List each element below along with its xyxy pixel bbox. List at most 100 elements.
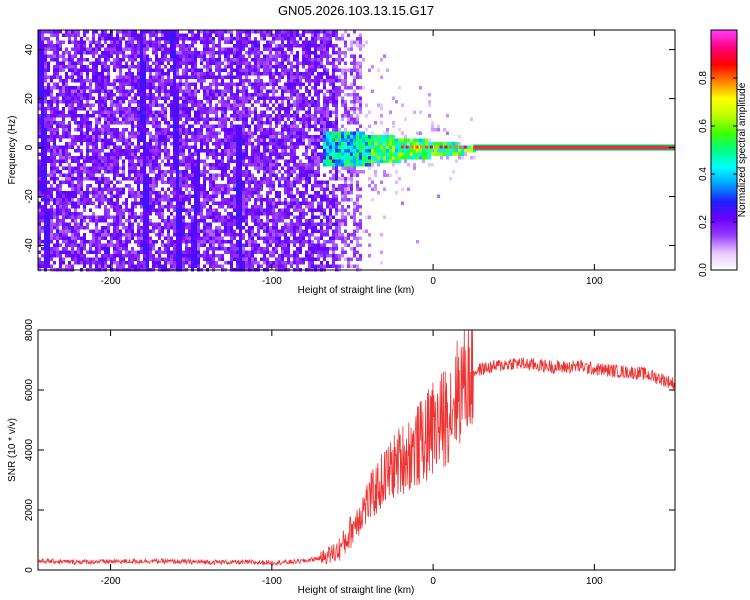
spectrogram-cell bbox=[152, 149, 155, 153]
spectrogram-cell bbox=[191, 37, 194, 41]
spectrogram-cell bbox=[173, 37, 176, 41]
spectrogram-cell bbox=[296, 110, 299, 114]
spectrogram-cell bbox=[260, 198, 263, 202]
spectrogram-cell bbox=[101, 215, 104, 219]
spectrogram-cell bbox=[116, 30, 119, 34]
spectrogram-cell bbox=[44, 187, 47, 191]
spectrogram-cell bbox=[86, 128, 89, 132]
spectrogram-cell bbox=[152, 159, 155, 163]
spectrogram-cell bbox=[92, 236, 95, 240]
spectrogram-cell bbox=[254, 58, 257, 62]
spectrogram-cell bbox=[140, 229, 143, 233]
spectrogram-cell bbox=[305, 145, 308, 149]
spectrogram-cell bbox=[299, 96, 302, 100]
spectrogram-cell bbox=[269, 229, 272, 233]
spectrogram-cell bbox=[122, 201, 125, 205]
spectrogram-cell bbox=[263, 33, 266, 37]
spectrogram-cell bbox=[230, 194, 233, 198]
spectrogram-cell bbox=[173, 177, 176, 181]
spectrogram-cell bbox=[131, 257, 134, 261]
spectrogram-cell bbox=[284, 201, 287, 205]
spectrogram-cell bbox=[104, 37, 107, 41]
spectrogram-cell bbox=[218, 72, 221, 76]
spectrogram-cell bbox=[296, 222, 299, 226]
spectrogram-cell bbox=[101, 166, 104, 170]
spectrogram-cell bbox=[206, 96, 209, 100]
spectrogram-cell bbox=[50, 156, 53, 160]
spectrogram-cell bbox=[248, 142, 251, 146]
spectrogram-cell bbox=[302, 128, 305, 132]
spectrogram-cell bbox=[170, 44, 173, 48]
spectrogram-cell bbox=[221, 96, 224, 100]
spectrogram-cell bbox=[53, 30, 56, 34]
spectrogram-cell bbox=[38, 82, 41, 86]
spectrogram-cell bbox=[263, 131, 266, 135]
spectrogram-cell bbox=[299, 180, 302, 184]
spectrogram-cell bbox=[95, 75, 98, 79]
spectrogram-cell bbox=[182, 121, 185, 125]
spectrogram-cell bbox=[104, 82, 107, 86]
spectrogram-cell bbox=[224, 131, 227, 135]
spectrogram-cell bbox=[176, 149, 179, 153]
spectrogram-cell bbox=[209, 110, 212, 114]
spectrogram-cell bbox=[53, 208, 56, 212]
spectrogram-cell bbox=[305, 250, 308, 254]
spectrogram-cell bbox=[254, 261, 257, 265]
spectrogram-cell bbox=[146, 54, 149, 58]
spectrogram-cell bbox=[167, 233, 170, 237]
spectrogram-cell bbox=[158, 229, 161, 233]
spectrogram-cell bbox=[227, 47, 230, 51]
spectrogram-cell bbox=[122, 47, 125, 51]
spectrogram-cell bbox=[194, 128, 197, 132]
spectrogram-cell bbox=[200, 138, 203, 142]
spectrogram-cell bbox=[119, 187, 122, 191]
spectrogram-cell bbox=[179, 145, 182, 149]
spectrogram-cell bbox=[269, 163, 272, 167]
spectrogram-cell bbox=[95, 219, 98, 223]
spectrogram-cell bbox=[227, 145, 230, 149]
spectrogram-cell bbox=[182, 159, 185, 163]
spectrogram-cell bbox=[104, 254, 107, 258]
spectrogram-cell bbox=[65, 79, 68, 83]
spectrogram-cell bbox=[44, 75, 47, 79]
spectrogram-cell bbox=[188, 37, 191, 41]
spectrogram-cell bbox=[215, 261, 218, 265]
spectrogram-cell bbox=[65, 72, 68, 76]
spectrogram-cell bbox=[191, 215, 194, 219]
spectrogram-cell bbox=[254, 184, 257, 188]
spectrogram-cell bbox=[47, 149, 50, 153]
spectrogram-cell bbox=[182, 205, 185, 209]
spectrogram-cell bbox=[131, 191, 134, 195]
spectrogram-cell bbox=[149, 96, 152, 100]
spectrogram-cell bbox=[128, 93, 131, 97]
spectrogram-cell bbox=[125, 156, 128, 160]
spectrogram-cell bbox=[131, 254, 134, 258]
spectrogram-cell bbox=[74, 44, 77, 48]
spectrogram-cell bbox=[230, 257, 233, 261]
spectrogram-cell bbox=[188, 128, 191, 132]
spectrogram-cell bbox=[245, 131, 248, 135]
spectrogram-cell bbox=[164, 79, 167, 83]
spectrogram-cell bbox=[104, 33, 107, 37]
spectrogram-cell bbox=[236, 247, 239, 251]
spectrogram-cell bbox=[95, 170, 98, 174]
spectrogram-cell bbox=[50, 58, 53, 62]
spectrogram-cell bbox=[188, 47, 191, 51]
spectrogram-cell bbox=[251, 72, 254, 76]
spectrogram-cell bbox=[143, 222, 146, 226]
spectrogram-cell bbox=[119, 100, 122, 104]
spectrogram-cell bbox=[206, 250, 209, 254]
spectrogram-cell bbox=[218, 51, 221, 55]
spectrogram-cell bbox=[254, 240, 257, 244]
spectrogram-cell bbox=[245, 72, 248, 76]
spectrogram-cell bbox=[164, 96, 167, 100]
spectrogram-cell bbox=[185, 226, 188, 230]
spectrogram-cell bbox=[182, 47, 185, 51]
spectrogram-cell bbox=[71, 170, 74, 174]
spectrogram-cell bbox=[182, 110, 185, 114]
spectrogram-cell bbox=[119, 121, 122, 125]
spectrogram-cell bbox=[65, 166, 68, 170]
spectrogram-cell bbox=[215, 226, 218, 230]
spectrogram-cell bbox=[236, 89, 239, 93]
spectrogram-cell bbox=[173, 163, 176, 167]
